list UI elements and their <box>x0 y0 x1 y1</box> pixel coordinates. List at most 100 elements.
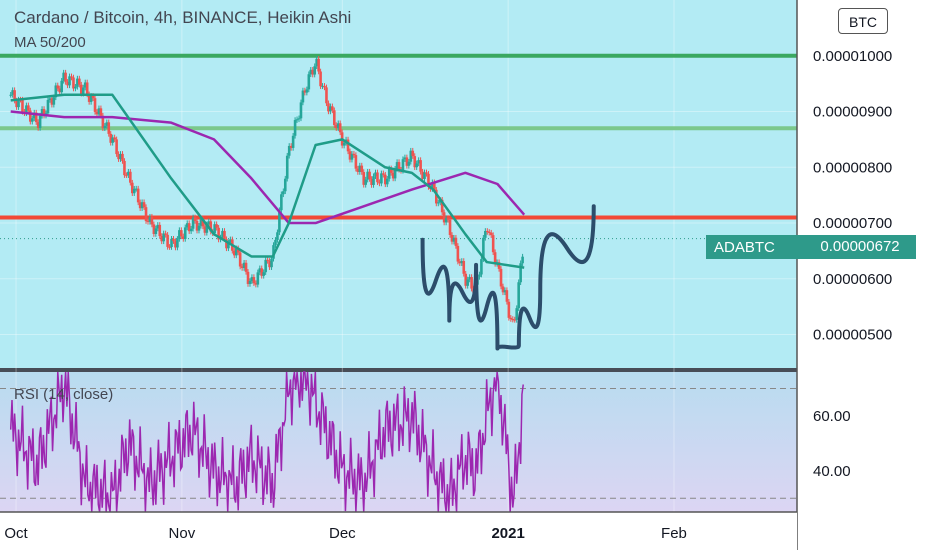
current-price-value: 0.00000672 <box>820 238 900 255</box>
candle-body <box>409 150 413 162</box>
candle-body <box>238 252 242 267</box>
candle-body <box>240 266 244 269</box>
candle-body <box>191 217 195 229</box>
candle-body <box>482 237 485 260</box>
candle-body <box>311 69 315 75</box>
candle-body <box>299 102 303 119</box>
candle-body <box>127 171 130 176</box>
candle-body <box>154 228 158 234</box>
candle-body <box>378 182 381 184</box>
candle-body <box>417 160 420 164</box>
candle-body <box>125 175 128 177</box>
candle-body <box>331 106 334 111</box>
candle-body <box>405 157 409 166</box>
candle-body <box>89 95 93 102</box>
candle-body <box>174 241 177 248</box>
candle-body <box>105 122 109 126</box>
candle-body <box>372 176 375 185</box>
candle-body <box>384 174 387 185</box>
candle-body <box>274 239 277 246</box>
candle-body <box>123 160 126 176</box>
candle-body <box>521 256 524 264</box>
candle-body <box>460 261 464 264</box>
candle-body <box>319 71 322 87</box>
candle-body <box>172 238 175 242</box>
candle-body <box>229 239 232 243</box>
candle-body <box>336 123 340 129</box>
candle-body <box>227 242 230 249</box>
candle-body <box>85 82 89 95</box>
candle-body <box>487 231 491 233</box>
candle-body <box>470 277 473 289</box>
candle-body <box>423 172 426 179</box>
candle-body <box>285 155 289 179</box>
candle-body <box>256 272 260 285</box>
currency-button[interactable]: BTC <box>838 8 888 34</box>
candle-body <box>289 145 293 148</box>
candle-body <box>193 217 197 221</box>
candle-body <box>413 156 417 168</box>
chart-title: Cardano / Bitcoin, 4h, BINANCE, Heikin A… <box>14 8 352 27</box>
candle-body <box>325 87 328 104</box>
candle-body <box>333 110 336 126</box>
candle-body <box>323 85 326 88</box>
candle-body <box>113 137 116 140</box>
candle-body <box>217 227 220 240</box>
candle-body <box>395 162 399 169</box>
candle-body <box>38 115 42 128</box>
candle-body <box>364 179 367 185</box>
candle-body <box>121 153 124 161</box>
price-axis-label: 0.00000800 <box>813 159 892 176</box>
candle-body <box>244 262 248 272</box>
candle-body <box>352 153 356 156</box>
candle-body <box>132 188 136 194</box>
candle-body <box>80 84 83 94</box>
candle-body <box>91 95 95 99</box>
candle-body <box>101 115 105 129</box>
candle-body <box>389 168 393 173</box>
candle-body <box>209 221 213 232</box>
candle-body <box>401 159 405 171</box>
rsi-axis-label: 60.00 <box>813 408 851 425</box>
candle-body <box>42 109 46 116</box>
candle-body <box>181 236 185 239</box>
candle-body <box>334 125 338 129</box>
candle-body <box>64 72 67 82</box>
candle-body <box>11 90 14 95</box>
candle-body <box>140 202 144 209</box>
candle-body <box>146 221 150 223</box>
candle-body <box>66 81 69 86</box>
candle-body <box>411 150 415 157</box>
candle-body <box>440 199 444 213</box>
candle-body <box>266 259 269 261</box>
candle-body <box>185 223 189 228</box>
candle-body <box>180 230 183 237</box>
candle-body <box>156 224 160 229</box>
candle-body <box>95 111 99 115</box>
candle-body <box>419 160 422 172</box>
rsi-indicator-label: RSI (14, close) <box>14 386 114 403</box>
candle-body <box>242 262 246 269</box>
candle-body <box>32 112 36 119</box>
candle-body <box>362 172 366 185</box>
candle-body <box>232 250 236 256</box>
candle-body <box>478 274 481 277</box>
candle-body <box>87 94 91 102</box>
candle-body <box>313 66 316 75</box>
candle-body <box>485 230 489 232</box>
candle-body <box>62 72 65 81</box>
candle-body <box>282 191 285 195</box>
candle-body <box>207 221 211 225</box>
candle-body <box>262 272 266 276</box>
candle-body <box>189 228 193 232</box>
candle-body <box>509 317 513 320</box>
candle-body <box>356 168 360 172</box>
candle-body <box>366 171 369 180</box>
candle-body <box>70 76 73 78</box>
candle-body <box>158 224 162 237</box>
ma-indicator-label: MA 50/200 <box>14 34 86 51</box>
candle-body <box>283 178 287 192</box>
candle-body <box>501 286 505 293</box>
